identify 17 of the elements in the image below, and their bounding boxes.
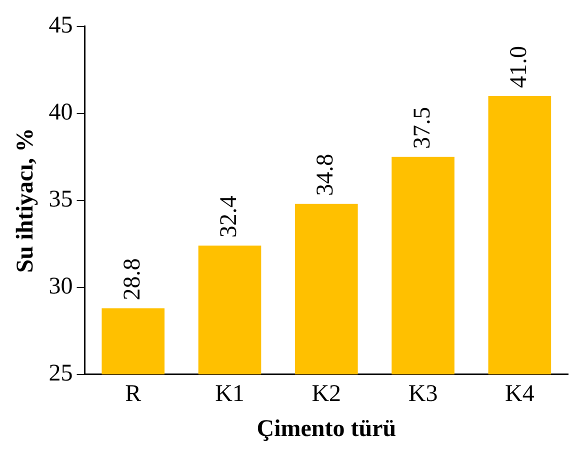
data-label: 37.5 [409, 106, 436, 149]
x-tick-label: R [125, 381, 142, 408]
x-tick-label: K1 [215, 381, 244, 408]
y-tick-label: 45 [48, 12, 73, 39]
y-tick-label: 25 [48, 360, 73, 387]
data-label: 28.8 [119, 258, 146, 300]
x-tick-label: K4 [505, 381, 534, 408]
data-label: 34.8 [312, 154, 339, 196]
x-tick-label: K2 [312, 381, 342, 408]
y-tick-label: 40 [48, 100, 73, 126]
y-tick-label: 35 [48, 186, 73, 213]
x-tick-label: K3 [408, 381, 438, 408]
y-axis-title: Su ihtiyacı, % [12, 128, 39, 273]
data-label: 41.0 [506, 46, 532, 88]
data-label: 32.4 [216, 196, 242, 238]
y-tick-label: 30 [48, 274, 73, 300]
x-axis-title: Çimento türü [256, 416, 396, 442]
